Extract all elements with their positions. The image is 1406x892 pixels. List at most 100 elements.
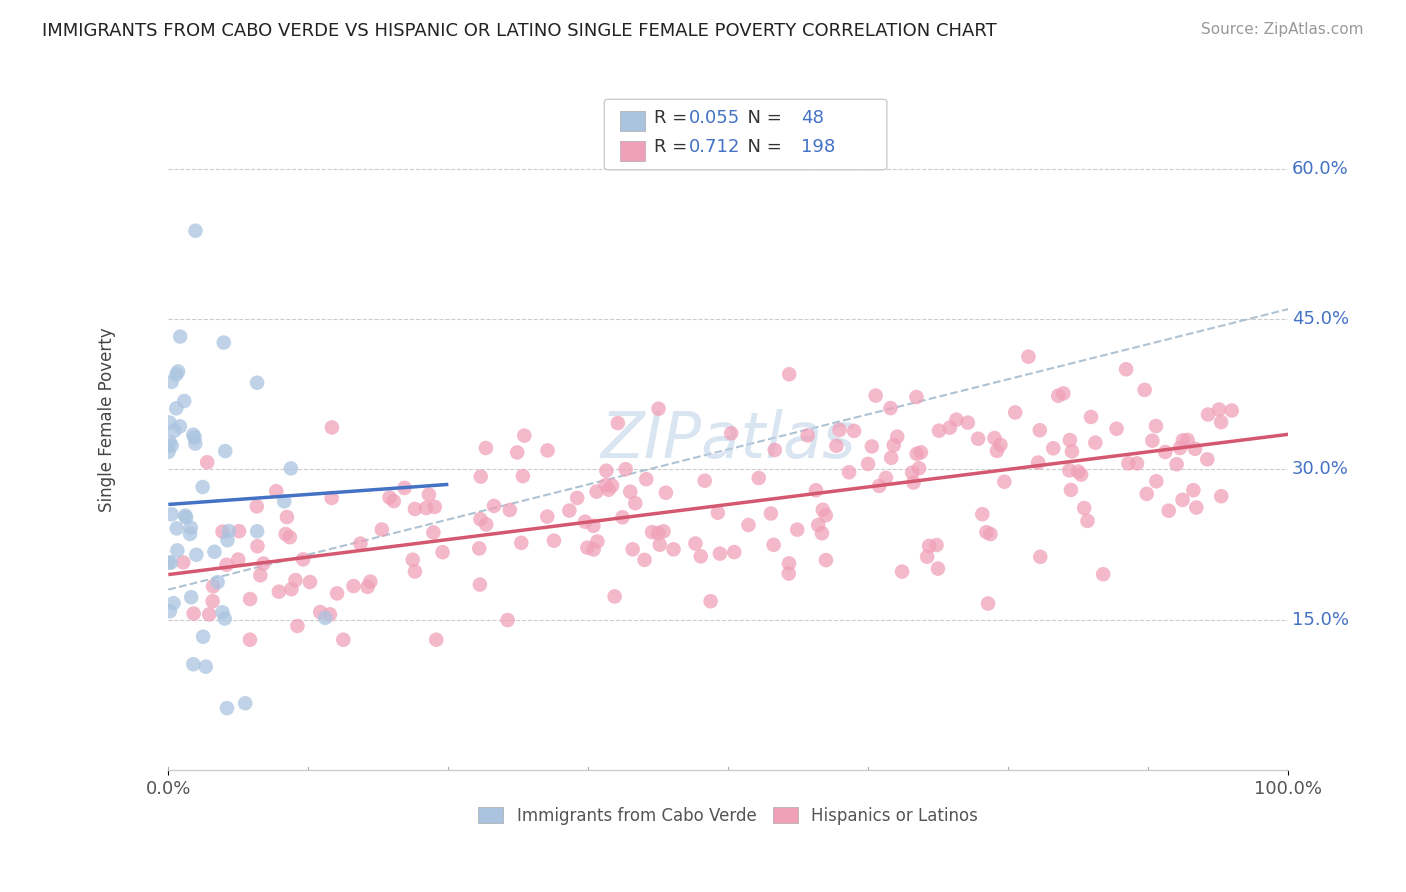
Point [586,534,609,549]
Point [600,478,623,492]
Point [879,401,901,416]
Point [956,416,979,430]
Point [274,527,297,541]
Point [159,435,181,450]
Point [207,575,229,590]
Point [239,592,262,607]
Point [915,549,938,564]
Point [763,442,786,457]
Point [174,508,197,523]
Point [612,510,634,524]
Legend: Immigrants from Cabo Verde, Hispanics or Latinos: Immigrants from Cabo Verde, Hispanics or… [478,806,979,825]
Point [204,545,226,559]
Point [778,557,800,571]
Point [506,445,529,459]
Point [201,594,224,608]
Point [371,523,394,537]
Point [576,541,599,555]
Point [378,491,401,505]
Point [163,424,186,438]
Point [558,503,581,517]
Point [842,424,865,438]
Point [905,447,928,461]
Point [1136,487,1159,501]
Point [723,545,745,559]
Point [1185,500,1208,515]
Point [475,517,498,532]
Point [280,582,302,597]
Point [181,657,204,672]
Point [496,613,519,627]
Point [226,552,249,566]
Point [860,440,883,454]
Point [174,510,197,524]
Point [402,553,425,567]
Point [901,466,924,480]
Point [246,500,269,514]
Point [536,509,558,524]
Point [1157,504,1180,518]
Point [1133,383,1156,397]
Point [167,364,190,378]
Point [707,506,730,520]
Point [183,430,205,444]
Point [468,577,491,591]
Point [349,536,371,550]
Point [1042,442,1064,456]
Point [699,594,721,608]
Point [423,500,446,514]
Point [582,542,605,557]
Point [211,605,233,619]
Point [945,412,967,426]
Point [709,547,731,561]
Point [614,462,637,476]
Point [983,431,1005,445]
Point [1142,434,1164,448]
Point [928,424,950,438]
Point [807,518,830,533]
Point [606,416,628,430]
Text: IMMIGRANTS FROM CABO VERDE VS HISPANIC OR LATINO SINGLE FEMALE POVERTY CORRELATI: IMMIGRANTS FROM CABO VERDE VS HISPANIC O… [42,22,997,40]
Point [217,533,239,548]
Point [160,439,183,453]
Point [179,527,201,541]
Point [309,605,332,619]
Point [157,556,180,570]
Point [510,536,533,550]
Point [1154,445,1177,459]
Point [195,455,218,469]
Point [905,390,928,404]
Point [273,494,295,508]
Point [1060,483,1083,497]
Point [796,428,818,442]
Text: 30.0%: 30.0% [1292,460,1348,478]
Text: 0.712: 0.712 [689,138,740,156]
Point [1211,489,1233,503]
Point [166,521,188,535]
Point [655,485,678,500]
Point [180,521,202,535]
Point [319,607,342,622]
Point [470,469,492,483]
Point [1171,434,1194,448]
Point [786,523,808,537]
Point [159,604,181,618]
Point [298,575,321,590]
Point [1092,567,1115,582]
Point [685,536,707,550]
Point [169,329,191,343]
Point [595,478,617,492]
Point [172,556,194,570]
Point [737,518,759,533]
Point [246,376,269,390]
Point [1171,492,1194,507]
Point [1177,433,1199,447]
Point [359,574,381,589]
Point [314,611,336,625]
Point [214,444,236,458]
Point [394,481,416,495]
Point [967,432,990,446]
Point [267,584,290,599]
Point [160,508,183,522]
Point [183,607,205,621]
